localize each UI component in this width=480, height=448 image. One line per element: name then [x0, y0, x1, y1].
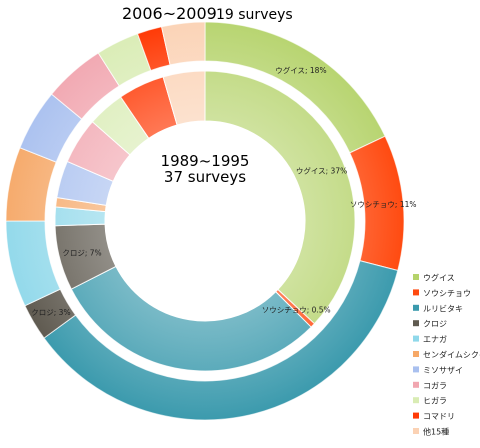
- outer-title-years: 2006~2009: [122, 4, 217, 23]
- outer-ring-shade-9: [137, 26, 171, 71]
- inner-ring-shade-10: [163, 71, 205, 125]
- legend-label-1: ソウシチョウ: [423, 289, 471, 298]
- legend-swatch-6: [413, 366, 419, 373]
- outer-ring-shade-0: [205, 22, 386, 153]
- legend-label-5: センダイムシクイ: [423, 350, 480, 360]
- inner-title-surveys: 37 surveys: [164, 168, 246, 186]
- legend-label-4: エナガ: [423, 334, 447, 344]
- legend-swatch-5: [413, 351, 419, 357]
- outer-ring-shade-1: [349, 136, 404, 271]
- legend-swatch-9: [413, 412, 419, 419]
- inner-title-years: 1989~1995: [161, 152, 250, 170]
- legend-label-9: コマドリ: [423, 412, 455, 421]
- outer-ring-shade-5: [6, 147, 57, 221]
- outer-label-1: ソウシチョウ; 11%: [350, 200, 417, 209]
- outer-label-3: クロジ; 3%: [31, 308, 70, 317]
- legend-label-6: ミソサザイ: [423, 366, 463, 375]
- legend-label-3: クロジ: [423, 320, 447, 329]
- outer-ring-shade-6: [19, 94, 82, 163]
- outer-ring-shade-7: [51, 52, 120, 120]
- inner-ring-shade-1: [275, 289, 315, 328]
- legend: ウグイスソウシチョウルリビタキクロジエナガセンダイムシクイミソサザイコガラヒガラ…: [413, 273, 480, 437]
- outer-label-0: ウグイス; 18%: [275, 65, 326, 75]
- inner-ring-shade-8: [92, 96, 149, 155]
- inner-ring-shade-6: [56, 161, 114, 206]
- inner-ring-shade-4: [54, 206, 106, 226]
- inner-label-3: クロジ; 7%: [62, 249, 101, 258]
- outer-ring-shade-10: [161, 22, 205, 65]
- legend-label-10: 他15種: [423, 427, 449, 437]
- legend-label-8: ヒガラ: [423, 396, 447, 406]
- inner-ring-shade-2: [71, 266, 312, 371]
- legend-swatch-2: [413, 304, 419, 311]
- outer-title-surveys: 19 surveys: [216, 7, 293, 23]
- legend-label-7: コガラ: [423, 380, 447, 390]
- inner-ring-shade-3: [55, 224, 116, 290]
- outer-ring: [5, 21, 405, 421]
- outer-ring-shade-4: [6, 221, 61, 306]
- slice-labels: ウグイス; 18% ソウシチョウ; 11% クロジ; 3% ウグイス; 37% ソウシチ…: [31, 65, 416, 317]
- inner-ring-shade-7: [67, 121, 130, 182]
- legend-swatch-4: [413, 335, 419, 342]
- legend-swatch-0: [413, 274, 419, 280]
- inner-ring-shade-5: [55, 197, 107, 212]
- inner-label-1: ソウシチョウ; 0.5%: [262, 305, 331, 314]
- outer-ring-shade-2: [44, 260, 398, 420]
- inner-ring-shade-9: [120, 76, 178, 139]
- legend-swatch-3: [413, 320, 419, 327]
- legend-swatch-1: [413, 289, 419, 296]
- legend-swatch-8: [413, 397, 419, 404]
- outer-ring-shade-8: [98, 33, 151, 86]
- legend-swatch-10: [413, 428, 419, 434]
- legend-swatch-7: [413, 381, 419, 388]
- outer-ring-shade-3: [24, 289, 76, 338]
- legend-label-0: ウグイス: [423, 273, 455, 283]
- inner-label-0: ウグイス; 37%: [296, 166, 347, 176]
- inner-ring: [54, 70, 356, 372]
- legend-label-2: ルリビタキ: [423, 304, 463, 313]
- inner-ring-shade-0: [205, 71, 355, 324]
